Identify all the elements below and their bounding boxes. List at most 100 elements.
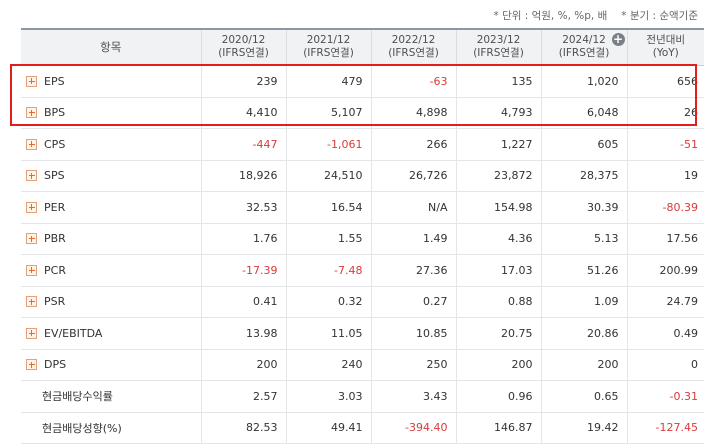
row-label-cell: CPS bbox=[21, 128, 201, 161]
item-column-header: 항목 bbox=[21, 28, 201, 66]
expand-plus-icon[interactable] bbox=[26, 201, 37, 213]
table-row: PER 32.53 16.54 N/A 154.98 30.39 -80.39 bbox=[21, 191, 704, 224]
financial-ratio-table-wrapper: 항목 2020/12 (IFRS연결) 2021/12 (IFRS연결) 2022/… bbox=[21, 28, 704, 444]
value-cell: -63 bbox=[370, 65, 456, 98]
value-cell: 0.27 bbox=[370, 286, 456, 318]
value-cell: -7.48 bbox=[285, 254, 371, 287]
value-cell: 200 bbox=[455, 349, 541, 381]
row-label[interactable]: PSR bbox=[26, 295, 193, 308]
value-cell: -447 bbox=[200, 128, 286, 161]
row-label-text: PSR bbox=[44, 295, 66, 308]
value-cell: 3.03 bbox=[285, 380, 371, 413]
expand-plus-icon[interactable] bbox=[26, 264, 37, 276]
value-cell: 23,872 bbox=[455, 160, 541, 192]
value-cell: 24,510 bbox=[285, 160, 371, 192]
row-label-text: PER bbox=[44, 200, 66, 214]
row-label-cell: PBR bbox=[21, 223, 201, 255]
table-row: PCR -17.39 -7.48 27.36 17.03 51.26 200.99 bbox=[21, 254, 704, 287]
expand-plus-icon[interactable] bbox=[26, 359, 37, 370]
table-row: EV/EBITDA 13.98 11.05 10.85 20.75 20.86 0.49 bbox=[21, 317, 704, 350]
yoy-cell: -127.45 bbox=[626, 412, 704, 444]
yoy-cell: -51 bbox=[626, 128, 704, 161]
table-row: EPS 239 479 -63 135 1,020 656 bbox=[21, 65, 704, 98]
value-cell: 13.98 bbox=[200, 317, 286, 350]
value-cell: 4,410 bbox=[200, 97, 286, 129]
expand-plus-icon[interactable] bbox=[26, 296, 37, 307]
row-label-cell: 현금배당성향(%) bbox=[21, 412, 201, 444]
value-cell: 3.43 bbox=[370, 380, 456, 413]
row-label[interactable]: DPS bbox=[26, 358, 193, 371]
yoy-cell: 19 bbox=[626, 160, 704, 192]
expand-plus-icon[interactable] bbox=[26, 327, 37, 339]
row-label-cell: 현금배당수익률 bbox=[21, 380, 201, 413]
yoy-cell: -0.31 bbox=[626, 380, 704, 413]
row-label[interactable]: PCR bbox=[26, 264, 193, 277]
row-label-text: EPS bbox=[44, 74, 65, 88]
column-header: 2022/12 (IFRS연결) bbox=[370, 28, 456, 66]
row-label-cell: DPS bbox=[21, 349, 201, 381]
value-cell: 18,926 bbox=[200, 160, 286, 192]
table-row: 현금배당수익률 2.57 3.03 3.43 0.96 0.65 -0.31 bbox=[21, 380, 704, 413]
value-cell: 4,793 bbox=[455, 97, 541, 129]
expand-plus-icon[interactable] bbox=[26, 75, 37, 87]
value-cell: 0.32 bbox=[285, 286, 371, 318]
value-cell: 5.13 bbox=[540, 223, 627, 255]
table-row: PSR 0.41 0.32 0.27 0.88 1.09 24.79 bbox=[21, 286, 704, 318]
row-label[interactable]: SPS bbox=[26, 169, 193, 182]
value-cell: 200 bbox=[540, 349, 627, 381]
financial-ratio-table: 항목 2020/12 (IFRS연결) 2021/12 (IFRS연결) 2022/… bbox=[21, 28, 704, 444]
value-cell: 1.49 bbox=[370, 223, 456, 255]
table-body: EPS 239 479 -63 135 1,020 656 BPS 4,410 5,107 4,89… bbox=[21, 65, 704, 444]
row-label-text: 현금배당수익률 bbox=[42, 390, 113, 403]
value-cell: 250 bbox=[370, 349, 456, 381]
expand-plus-icon[interactable] bbox=[26, 233, 37, 244]
row-label[interactable]: EPS bbox=[26, 75, 193, 88]
row-label[interactable]: PBR bbox=[26, 232, 193, 245]
table-row: 현금배당성향(%) 82.53 49.41 -394.40 146.87 19.42 -12… bbox=[21, 412, 704, 444]
value-cell: -1,061 bbox=[285, 128, 371, 161]
yoy-cell: 0 bbox=[626, 349, 704, 381]
value-cell: 479 bbox=[285, 65, 371, 98]
expand-plus-icon[interactable] bbox=[26, 107, 37, 118]
value-cell: 1.09 bbox=[540, 286, 627, 318]
row-label-text: DPS bbox=[44, 358, 67, 371]
value-cell: 30.39 bbox=[540, 191, 627, 224]
yoy-cell: 200.99 bbox=[626, 254, 704, 287]
quarter-note: * 분기 : 순액기준 bbox=[621, 10, 698, 22]
row-label[interactable]: PER bbox=[26, 201, 193, 214]
value-cell: 154.98 bbox=[455, 191, 541, 224]
value-cell: 10.85 bbox=[370, 317, 456, 350]
row-label-text: CPS bbox=[44, 137, 66, 151]
yoy-column-header: 전년대비 (YoY) bbox=[626, 28, 704, 66]
expand-plus-icon[interactable] bbox=[26, 138, 37, 150]
value-cell: 49.41 bbox=[285, 412, 371, 444]
value-cell: 32.53 bbox=[200, 191, 286, 224]
yoy-cell: 656 bbox=[626, 65, 704, 98]
yoy-cell: 0.49 bbox=[626, 317, 704, 350]
table-row: DPS 200 240 250 200 200 0 bbox=[21, 349, 704, 381]
column-header: 2021/12 (IFRS연결) bbox=[285, 28, 371, 66]
value-cell: 1,227 bbox=[455, 128, 541, 161]
row-label[interactable]: BPS bbox=[26, 106, 193, 119]
yoy-cell: 26 bbox=[626, 97, 704, 129]
table-row: PBR 1.76 1.55 1.49 4.36 5.13 17.56 bbox=[21, 223, 704, 255]
row-label-cell: EV/EBITDA bbox=[21, 317, 201, 350]
row-label[interactable]: EV/EBITDA bbox=[26, 327, 193, 340]
value-cell: 135 bbox=[455, 65, 541, 98]
value-cell: N/A bbox=[370, 191, 456, 224]
row-label[interactable]: CPS bbox=[26, 138, 193, 151]
value-cell: 0.41 bbox=[200, 286, 286, 318]
value-cell: 51.26 bbox=[540, 254, 627, 287]
row-label-text: 현금배당성향(%) bbox=[42, 421, 122, 435]
value-cell: 4,898 bbox=[370, 97, 456, 129]
yoy-cell: 24.79 bbox=[626, 286, 704, 318]
value-cell: 239 bbox=[200, 65, 286, 98]
value-cell: 2.57 bbox=[200, 380, 286, 413]
row-label-cell: BPS bbox=[21, 97, 201, 129]
plus-circle-icon[interactable]: + bbox=[611, 32, 625, 46]
value-cell: 240 bbox=[285, 349, 371, 381]
table-row: SPS 18,926 24,510 26,726 23,872 28,375 19 bbox=[21, 160, 704, 192]
row-label: 현금배당수익률 bbox=[26, 388, 193, 404]
row-label-text: PCR bbox=[44, 263, 66, 277]
expand-plus-icon[interactable] bbox=[26, 170, 37, 181]
